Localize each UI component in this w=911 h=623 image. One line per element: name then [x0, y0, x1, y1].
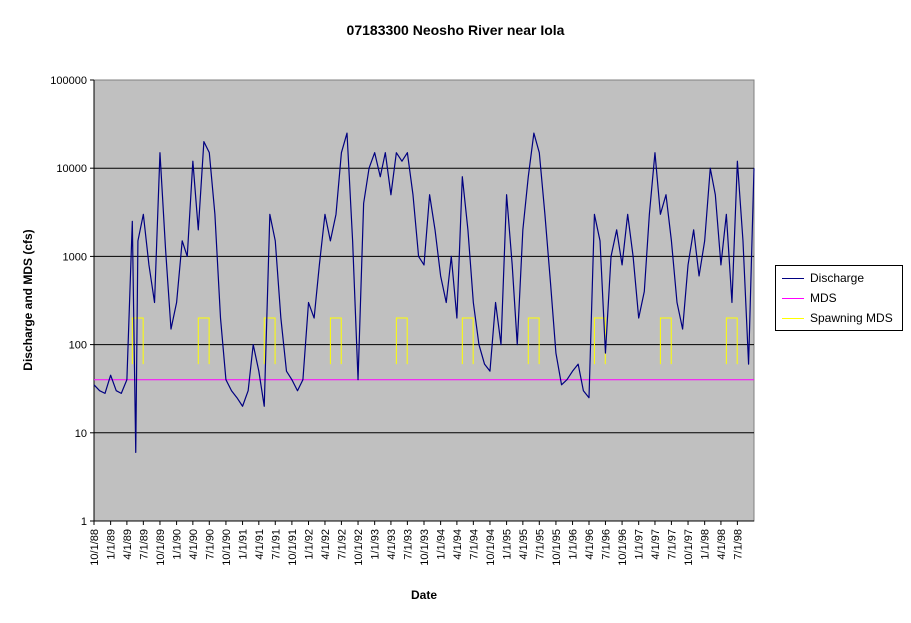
spawning-mds-period [527, 317, 540, 365]
spawning-mds-period [131, 317, 144, 365]
legend: Discharge MDS Spawning MDS [775, 265, 903, 331]
spawning-mds-period [263, 317, 276, 365]
x-tick-label: 4/1/97 [650, 529, 662, 560]
legend-label-spawning-mds: Spawning MDS [810, 311, 893, 325]
spawning-mds-period [461, 317, 474, 365]
x-tick-label: 1/1/92 [304, 529, 316, 560]
legend-item-spawning-mds: Spawning MDS [782, 310, 893, 326]
x-tick-label: 7/1/90 [204, 529, 216, 560]
y-tick-label: 100000 [50, 75, 87, 87]
y-tick-label: 100 [69, 340, 87, 352]
x-tick-label: 7/1/98 [732, 529, 744, 560]
x-tick-label: 1/1/90 [172, 529, 184, 560]
x-tick-label: 4/1/93 [386, 529, 398, 560]
x-tick-label: 1/1/91 [238, 529, 250, 560]
y-tick-label: 1 [81, 516, 87, 528]
x-tick-label: 4/1/94 [452, 529, 464, 560]
legend-item-mds: MDS [782, 290, 837, 306]
spawning-mds-period [329, 317, 342, 365]
x-tick-label: 10/1/95 [551, 529, 563, 566]
x-tick-label: 7/1/94 [468, 529, 480, 560]
legend-label-discharge: Discharge [810, 271, 865, 285]
x-tick-label: 1/1/98 [700, 529, 712, 560]
legend-label-mds: MDS [810, 291, 837, 305]
legend-swatch-mds [782, 297, 804, 299]
x-axis: 10/1/88 1/1/89 4/1/89 7/1/89 10/1/89 1/1/90 4/… [89, 520, 754, 566]
gridlines [94, 167, 754, 434]
spawning-mds-period [725, 317, 738, 365]
x-tick-label: 10/1/92 [353, 529, 365, 566]
x-tick-label: 10/1/89 [155, 529, 167, 566]
x-tick-label: 4/1/96 [584, 529, 596, 560]
x-tick-label: 4/1/91 [254, 529, 266, 560]
series-layer [93, 132, 755, 453]
x-tick-label: 10/1/96 [617, 529, 629, 566]
x-tick-label: 1/1/93 [370, 529, 382, 560]
x-tick-label: 1/1/94 [436, 529, 448, 560]
x-tick-label: 4/1/95 [518, 529, 530, 560]
legend-swatch-spawning-mds [782, 317, 804, 319]
x-tick-label: 1/1/95 [502, 529, 514, 560]
y-tick-label: 10 [75, 428, 87, 440]
legend-swatch-discharge [782, 277, 804, 279]
x-tick-label: 7/1/92 [336, 529, 348, 560]
x-tick-label: 10/1/90 [221, 529, 233, 566]
x-axis-label: Date [410, 588, 438, 602]
x-tick-label: 10/1/93 [419, 529, 431, 566]
x-tick-label: 7/1/89 [138, 529, 150, 560]
x-tick-label: 10/1/91 [287, 529, 299, 566]
x-tick-label: 10/1/97 [683, 529, 695, 566]
x-tick-label: 7/1/91 [270, 529, 282, 560]
legend-item-discharge: Discharge [782, 270, 864, 286]
x-tick-label: 10/1/94 [485, 529, 497, 566]
x-tick-label: 1/1/89 [106, 529, 118, 560]
y-tick-label: 10000 [56, 163, 87, 175]
x-tick-label: 1/1/97 [634, 529, 646, 560]
spawning-mds-period [659, 317, 672, 365]
x-tick-label: 7/1/97 [666, 529, 678, 560]
y-tick-label: 1000 [63, 251, 87, 263]
chart-title: 07183300 Neosho River near Iola [346, 22, 565, 38]
y-axis: 1 10 100 1000 10000 100000 [50, 75, 95, 528]
x-tick-label: 4/1/92 [320, 529, 332, 560]
spawning-mds-period [395, 317, 408, 365]
series-line-discharge [93, 132, 755, 453]
x-tick-label: 1/1/96 [568, 529, 580, 560]
x-tick-label: 10/1/88 [89, 529, 101, 566]
x-tick-label: 7/1/93 [402, 529, 414, 560]
x-tick-label: 4/1/89 [122, 529, 134, 560]
x-tick-label: 4/1/90 [188, 529, 200, 560]
x-tick-label: 7/1/96 [600, 529, 612, 560]
plot-area [93, 79, 755, 522]
x-tick-label: 7/1/95 [534, 529, 546, 560]
x-tick-label: 4/1/98 [716, 529, 728, 560]
spawning-mds-period [197, 317, 210, 365]
